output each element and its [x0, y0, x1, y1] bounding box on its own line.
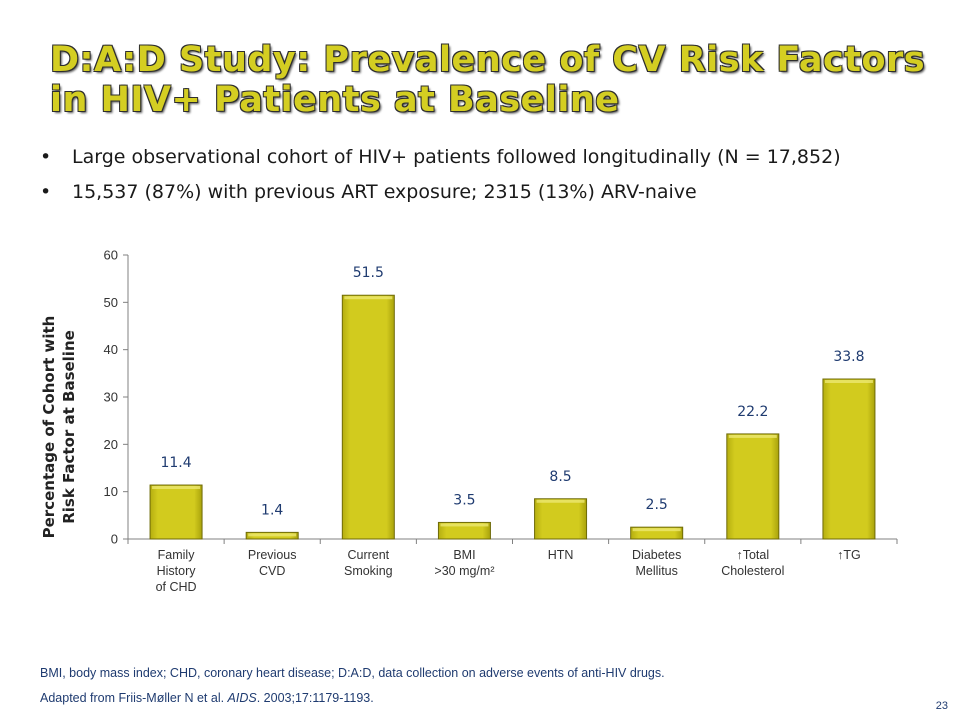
y-tick-label: 20	[104, 437, 118, 452]
bullet-item: • 15,537 (87%) with previous ART exposur…	[40, 180, 920, 205]
x-category-label: ↑TG	[837, 548, 861, 562]
x-category-label-line: Smoking	[344, 564, 393, 578]
bar-value-label: 8.5	[549, 469, 571, 485]
citation-suffix: . 2003;17:1179-1193.	[256, 691, 374, 705]
x-category-label-line: HTN	[548, 548, 574, 562]
bar-value-label: 51.5	[353, 265, 384, 281]
y-tick-label: 50	[104, 295, 118, 310]
bar-highlight	[728, 434, 777, 438]
bullet-text: Large observational cohort of HIV+ patie…	[72, 146, 841, 168]
x-category-label-line: BMI	[453, 548, 475, 562]
x-category-label-line: Previous	[248, 548, 297, 562]
slide-title-line-1: D:A:D Study: Prevalence of CV Risk Facto…	[50, 40, 926, 80]
y-axis-title-line: Risk Factor at Baseline	[60, 330, 78, 524]
slide-title-line-2: in HIV+ Patients at Baseline	[50, 80, 620, 120]
x-category-label-line: Diabetes	[632, 548, 681, 562]
x-category-label-line: Mellitus	[636, 564, 678, 578]
bar-highlight	[152, 486, 201, 490]
x-category-label: Previous CVD	[248, 548, 297, 578]
bar-value-label: 3.5	[453, 492, 475, 508]
bar-highlight	[344, 296, 393, 300]
x-category-label: ↑Total Cholesterol	[721, 548, 784, 578]
y-tick-label: 40	[104, 342, 118, 357]
x-category-label-line: CVD	[259, 564, 285, 578]
citation-footnote: Adapted from Friis-Møller N et al. AIDS.…	[40, 691, 374, 705]
slide-number: 23	[935, 700, 948, 712]
x-category-label-line: History	[157, 564, 197, 578]
y-tick-label: 30	[104, 390, 118, 405]
x-category-label: Diabetes Mellitus	[632, 548, 681, 578]
bar-highlight	[536, 499, 585, 503]
bullet-text: 15,537 (87%) with previous ART exposure;…	[72, 181, 697, 203]
bar-value-label: 2.5	[646, 497, 668, 513]
bar	[437, 521, 491, 540]
bar-highlight	[248, 533, 297, 537]
x-category-label-line: Family	[158, 548, 196, 562]
x-category-label: BMI >30 mg/m²	[434, 548, 494, 578]
bar	[534, 498, 588, 540]
bar-value-label: 22.2	[737, 404, 768, 420]
bar-highlight	[440, 523, 489, 527]
bar	[822, 378, 876, 540]
abbreviations-footnote: BMI, body mass index; CHD, coronary hear…	[40, 666, 665, 680]
x-category-label: Family History of CHD	[156, 548, 197, 594]
y-tick-label: 0	[111, 532, 118, 547]
bar-value-label: 33.8	[833, 349, 864, 365]
x-category-label: Current Smoking	[344, 548, 393, 578]
x-category-label-line: Cholesterol	[721, 564, 784, 578]
x-category-label-line: Current	[347, 548, 389, 562]
bar	[341, 294, 395, 540]
citation-prefix: Adapted from Friis-Møller N et al.	[40, 691, 228, 705]
x-category-label: HTN	[548, 548, 574, 562]
y-axis-title-line: Percentage of Cohort with	[40, 316, 58, 539]
slide-title: D:A:D Study: Prevalence of CV Risk Facto…	[50, 40, 930, 120]
bar	[630, 526, 684, 540]
bullet-dot-icon: •	[40, 146, 52, 168]
bullet-item: • Large observational cohort of HIV+ pat…	[40, 145, 920, 170]
bar-value-label: 1.4	[261, 502, 283, 518]
bullet-dot-icon: •	[40, 181, 52, 203]
citation-journal: AIDS	[227, 691, 257, 705]
y-tick-label: 60	[104, 248, 118, 263]
x-category-label-line: ↑Total	[736, 548, 769, 562]
bar-highlight	[632, 528, 681, 532]
bullet-list: • Large observational cohort of HIV+ pat…	[40, 145, 920, 215]
bar-highlight	[824, 380, 873, 384]
bar	[726, 433, 780, 540]
x-category-label-line: >30 mg/m²	[434, 564, 494, 578]
y-tick-label: 10	[104, 484, 118, 499]
x-category-label-line: ↑TG	[837, 548, 861, 562]
bar-value-label: 11.4	[160, 455, 191, 471]
bar	[149, 484, 203, 540]
x-category-label-line: of CHD	[156, 580, 197, 594]
y-axis-title: Percentage of Cohort with Risk Factor at …	[40, 316, 78, 539]
